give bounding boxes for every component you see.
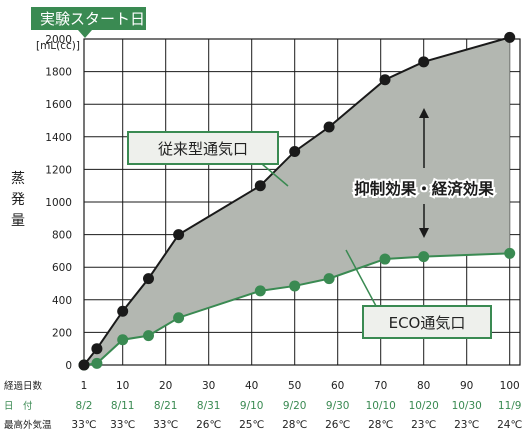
series-1-point [117,334,129,346]
arrow-up-icon [419,108,429,118]
y-tick-labels: 0 200 400 600 800 1000 1200 1400 1600 1800 2000 [45,34,72,372]
y-tick-label: 1600 [45,99,72,111]
x-tick-day: 70 [374,380,387,392]
series-1-point [254,285,266,297]
x-tick-temp: 33℃ [153,419,178,430]
series-1-point [504,247,516,259]
series-0-point [143,273,154,285]
series-0-point [379,74,391,86]
series-1-point [173,312,185,324]
x-tick-day: 10 [116,380,129,392]
x-tick-date: 11/9 [498,400,522,412]
y-tick-label: 1800 [45,67,72,79]
difference-area [84,37,510,366]
legend-conventional-box [127,131,279,165]
start-badge-bg [31,7,146,30]
series-1-point [143,330,154,342]
x-tick-temp: 23℃ [411,419,436,430]
x-tick-temp: 23℃ [454,419,479,430]
y-unit-label: [mL(cc)] [36,40,80,52]
x-tick-date: 9/20 [283,400,307,412]
legend-conventional-label: 従来型通気口 [158,140,248,158]
series-0-point [173,229,185,241]
y-tick-label: 1000 [45,197,72,209]
row-label-temp: 最高外気温 [4,419,52,430]
legend-eco-box [362,305,492,339]
legend-conventional: 従来型通気口 [127,131,289,187]
start-badge-pointer [78,30,92,38]
x-tick-date: 8/11 [111,400,135,412]
series-0-point [78,359,90,371]
series-0-point [91,343,103,355]
y-tick-label: 0 [65,360,72,372]
y-tick-label: 600 [52,262,72,274]
y-tick-label: 1400 [45,132,72,144]
legend-eco-leader [345,249,377,307]
arrow-down-icon [419,228,429,238]
x-tick-date: 9/10 [240,400,264,412]
y-axis-label-char: 量 [11,213,25,229]
legend-eco-label: ECO通気口 [389,314,466,332]
x-tick-temp: 28℃ [368,419,393,430]
series-0-point [289,145,301,157]
x-tick-temp: 26℃ [196,419,221,430]
legend-eco: ECO通気口 [345,249,492,339]
series-0-point [117,305,129,317]
y-tick-label: 800 [52,230,72,242]
series-1-point [289,280,301,292]
series-0-point [504,31,516,43]
x-tick-temp: 33℃ [71,419,96,430]
y-axis-label: 蒸発量 [11,171,25,229]
x-tick-date: 9/30 [326,400,350,412]
series-1-point [379,253,391,265]
x-tick-day: 40 [245,380,258,392]
x-tick-date: 8/2 [76,400,93,412]
x-tick-day: 50 [288,380,301,392]
legend-conventional-leader [261,163,289,187]
y-tick-label: 200 [52,327,72,339]
x-tick-day: 1 [81,380,88,392]
x-tick-date: 10/10 [366,400,396,412]
x-columns: 1 8/2 33℃ 10 8/11 33℃ 20 8/21 33℃ 30 8/31 26℃ 40 9/10… [71,380,522,430]
start-badge: 実験スタート日 [31,7,146,38]
y-tick-label: 2000 [45,34,72,46]
x-tick-date: 8/31 [197,400,221,412]
series-layer [78,31,516,371]
x-tick-day: 90 [460,380,473,392]
series-1-point [418,251,430,263]
start-badge-label: 実験スタート日 [40,10,145,28]
x-tick-day: 80 [417,380,430,392]
x-tick-temp: 26℃ [325,419,350,430]
x-table: 経過日数 日 付 最高外気温 1 8/2 33℃ 10 8/11 33℃ 20 8/21 33℃… [4,380,522,430]
y-tick-label: 1200 [45,164,72,176]
x-tick-date: 10/20 [409,400,439,412]
x-tick-temp: 28℃ [282,419,307,430]
x-tick-temp: 25℃ [239,419,264,430]
x-tick-day: 60 [331,380,344,392]
x-tick-temp: 33℃ [110,419,135,430]
row-label-days: 経過日数 [4,380,43,392]
x-tick-day: 100 [500,380,520,392]
y-tick-label: 400 [52,295,72,307]
series-0-point [323,121,335,133]
effect-annotation: 抑制効果・経済効果 [352,108,496,238]
y-axis-label-char: 発 [11,192,25,208]
x-tick-day: 30 [202,380,215,392]
x-tick-day: 20 [159,380,172,392]
series-0-point [418,56,430,68]
series-1-point [323,273,335,285]
row-label-date: 日 付 [4,401,33,412]
x-tick-date: 10/30 [452,400,482,412]
x-tick-temp: 24℃ [497,419,522,430]
effect-annotation-text: 抑制効果・経済効果 [354,179,494,198]
series-1-point [91,357,103,369]
series-0-point [254,180,266,192]
y-axis-label-char: 蒸 [11,171,25,187]
x-tick-date: 8/21 [154,400,178,412]
